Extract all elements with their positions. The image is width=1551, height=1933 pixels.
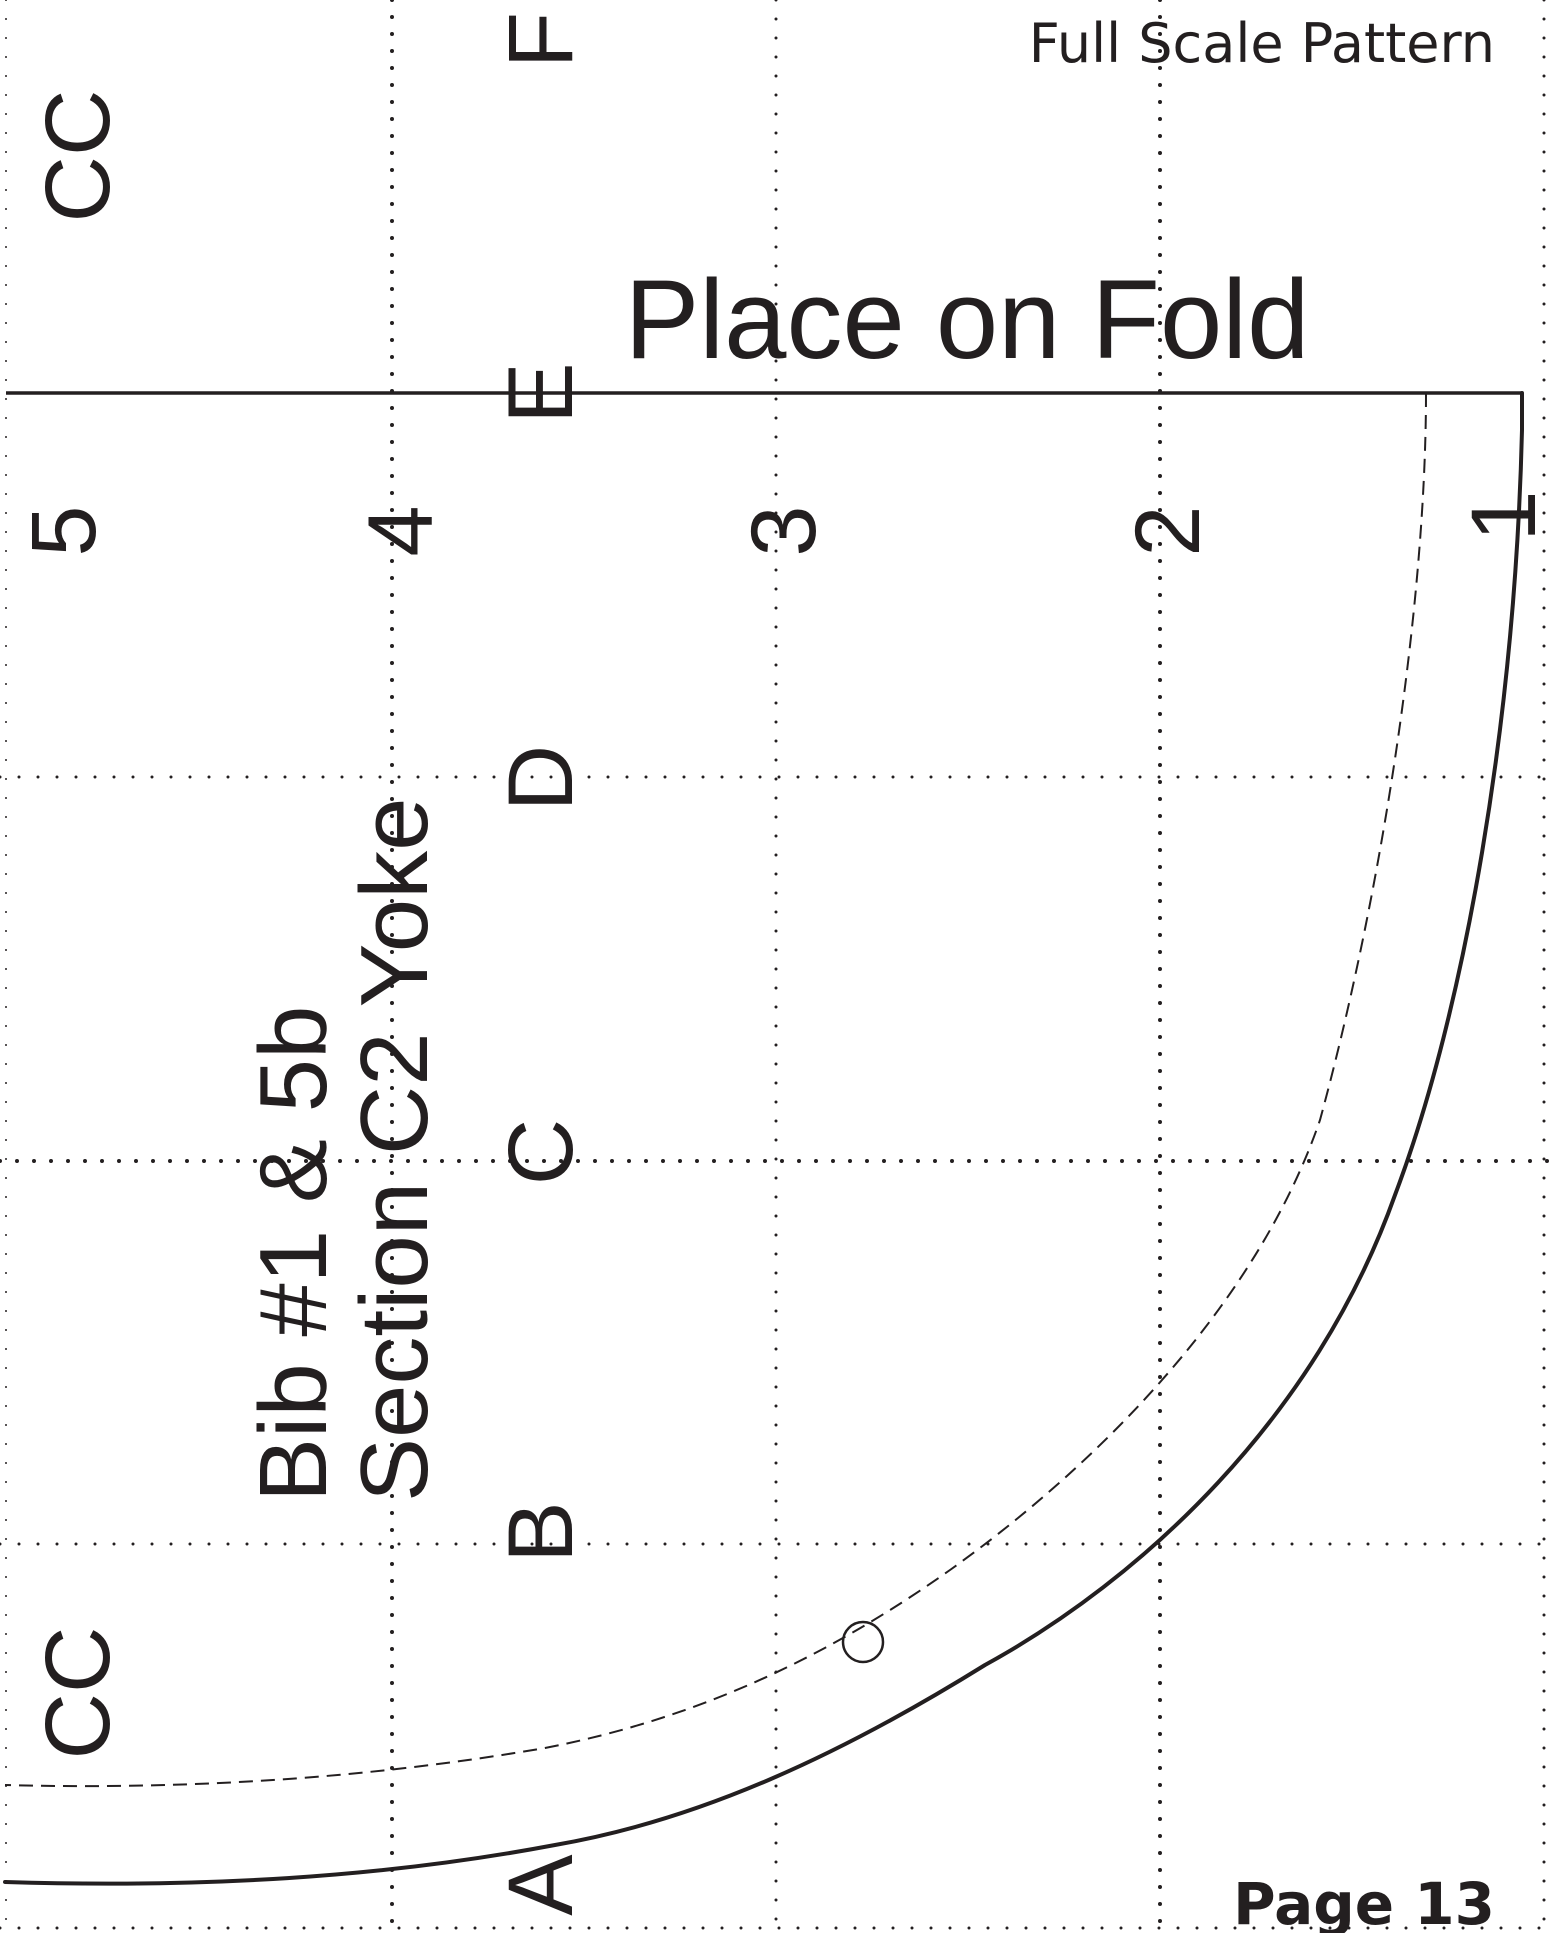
- row-letter-e: E: [490, 362, 592, 423]
- row-letter-a: A: [490, 1854, 592, 1916]
- piece-name: Bib #1 & 5b Section C2 Yoke: [240, 797, 448, 1502]
- column-numbers: 1 2 3 4 5: [13, 490, 1551, 556]
- row-letter-d: D: [490, 745, 592, 811]
- column-number-4: 4: [350, 505, 452, 556]
- row-letters: A B C D E F: [490, 12, 592, 1916]
- column-number-2: 2: [1117, 505, 1219, 556]
- row-letter-c: C: [490, 1119, 592, 1185]
- cut-line: [3, 391, 1524, 1886]
- page-number: Page 13: [1233, 1870, 1495, 1933]
- column-number-1: 1: [1453, 490, 1551, 541]
- row-letter-f: F: [490, 12, 592, 68]
- corner-mark-top: CC: [27, 90, 129, 223]
- corner-mark-bottom: CC: [27, 1627, 129, 1760]
- piece-name-line2: Section C2 Yoke: [341, 797, 448, 1502]
- fold-label: Place on Fold: [625, 257, 1310, 382]
- row-letter-b: B: [490, 1501, 592, 1562]
- header-title: Full Scale Pattern: [1029, 12, 1495, 75]
- column-number-5: 5: [13, 505, 115, 556]
- seam-line: [4, 392, 1427, 1788]
- piece-name-line1: Bib #1 & 5b: [240, 1006, 347, 1502]
- notch-circle: [841, 1620, 885, 1664]
- corner-marks: CC CC: [27, 90, 129, 1760]
- column-number-3: 3: [733, 505, 835, 556]
